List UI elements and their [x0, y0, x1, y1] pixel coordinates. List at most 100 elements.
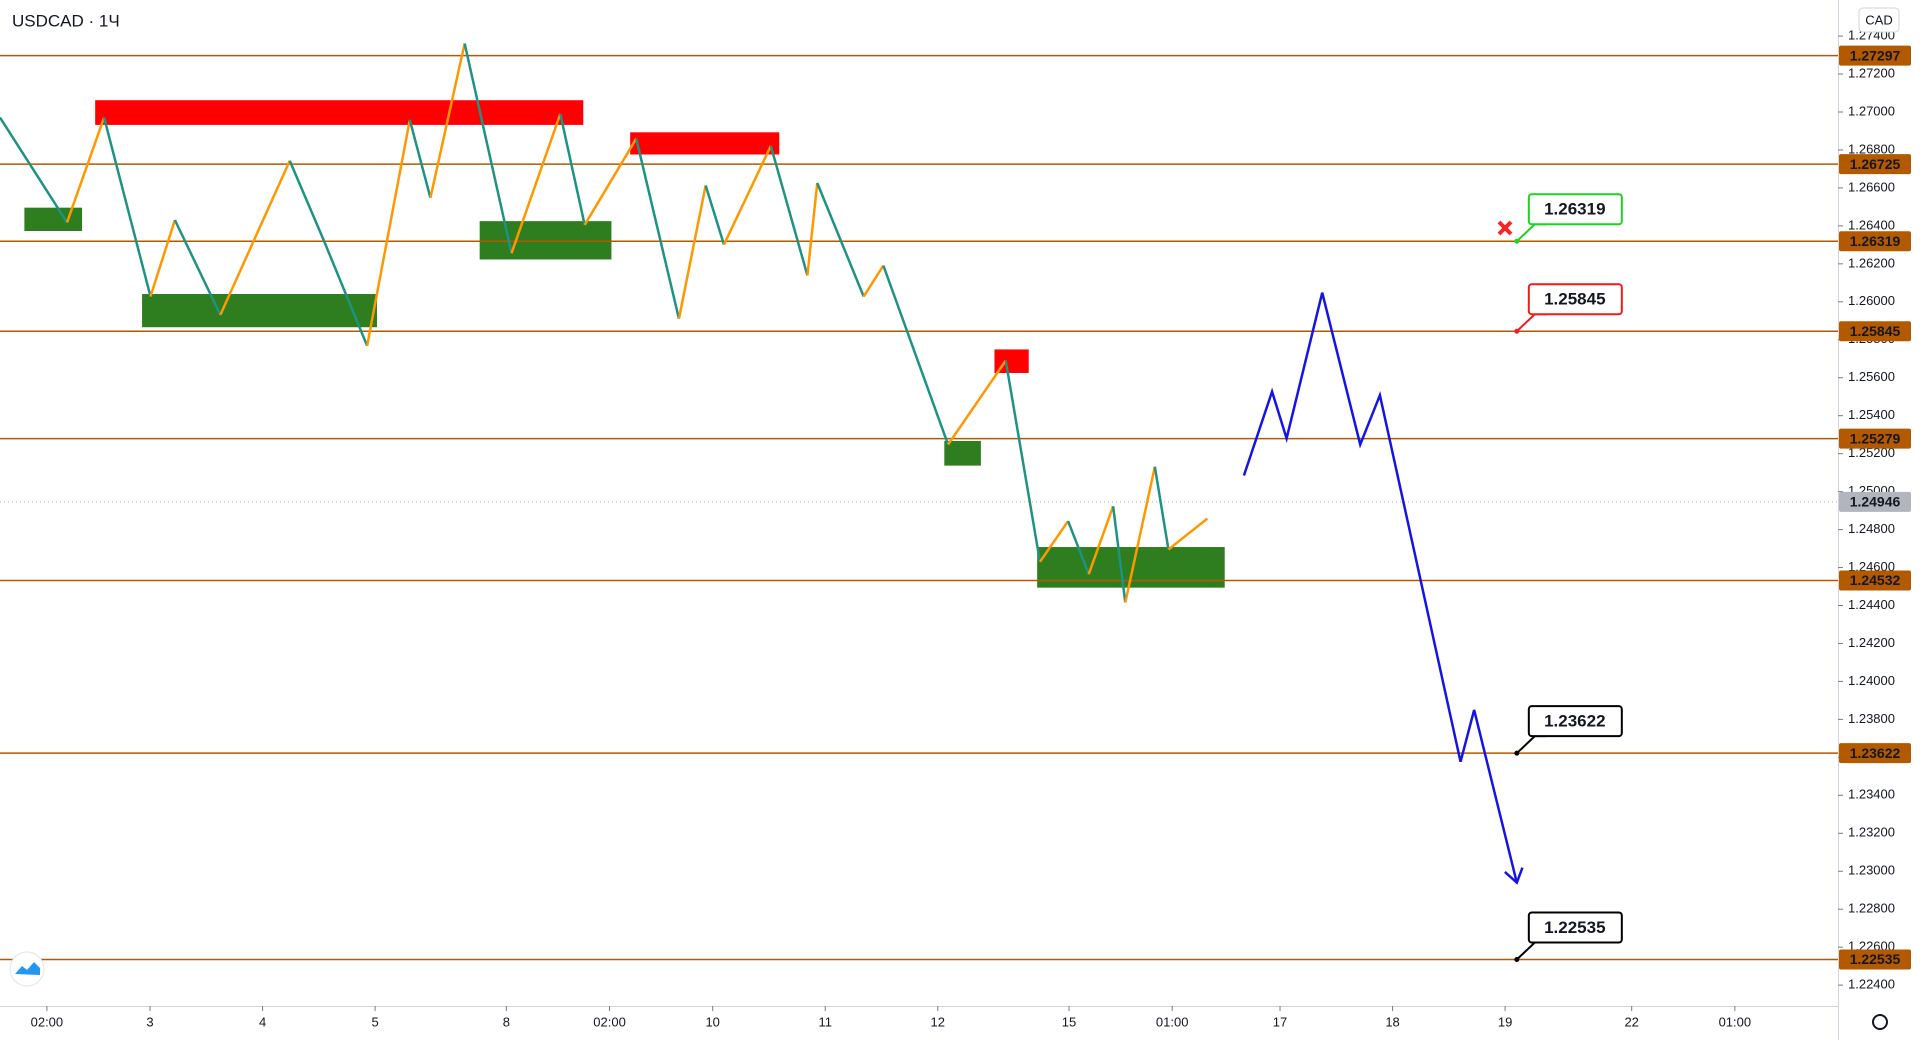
cancel-mark	[1497, 220, 1513, 236]
zigzag-segment	[677, 185, 707, 319]
last-price-label: 1.24946	[1850, 494, 1901, 510]
x-tick-label: 12	[931, 1014, 945, 1029]
zigzag-segment	[65, 117, 106, 223]
zigzag-segment	[149, 219, 177, 297]
level-label: 1.27297	[1850, 47, 1901, 63]
zigzag-segment	[1153, 466, 1170, 550]
zigzag-segment	[288, 160, 326, 242]
zigzag-segment	[1111, 506, 1127, 603]
zigzag-segment	[559, 113, 586, 226]
zigzag-segment	[947, 359, 1007, 446]
annotation-label: 1.22535	[1544, 918, 1605, 937]
zone	[95, 100, 584, 125]
y-tick-label: 1.24800	[1848, 521, 1895, 536]
zigzag-segment	[365, 119, 412, 347]
zigzag-segment	[322, 240, 369, 347]
currency-button[interactable]	[1858, 7, 1900, 33]
level-label: 1.22535	[1850, 951, 1901, 967]
x-tick-label: 02:00	[593, 1014, 626, 1029]
zigzag-segment	[704, 185, 726, 246]
zigzag-segment	[429, 43, 466, 199]
level-label: 1.23622	[1850, 745, 1901, 761]
y-tick-label: 1.22400	[1848, 977, 1895, 992]
zigzag-segment	[510, 113, 562, 254]
y-tick-label: 1.25200	[1848, 445, 1895, 460]
level-badge	[1839, 231, 1911, 252]
zigzag-segment	[882, 265, 950, 445]
y-tick-label: 1.23400	[1848, 787, 1895, 802]
x-tick-label: 3	[146, 1014, 153, 1029]
zigzag-segment	[102, 117, 152, 297]
annotation-label: 1.26319	[1544, 200, 1605, 219]
zigzag-segment	[1066, 520, 1090, 575]
zigzag-segment	[173, 219, 222, 316]
y-tick-label: 1.25600	[1848, 369, 1895, 384]
zone	[994, 349, 1029, 373]
level-badge	[1839, 154, 1911, 175]
annotation-box	[1527, 705, 1623, 738]
x-tick-label: 10	[705, 1014, 719, 1029]
annotation-box	[1527, 193, 1623, 226]
x-tick-label: 02:00	[31, 1014, 64, 1029]
x-tick-label: 22	[1624, 1014, 1638, 1029]
plot-layer: 1.274001.272001.270001.268001.266001.264…	[0, 28, 1911, 1029]
x-tick-label: 01:00	[1156, 1014, 1189, 1029]
settings-icon[interactable]	[1872, 1014, 1888, 1030]
y-tick-label: 1.26600	[1848, 179, 1895, 194]
x-tick-label: 15	[1062, 1014, 1076, 1029]
zone	[479, 221, 612, 260]
y-tick-label: 1.26800	[1848, 141, 1895, 156]
zigzag-segment	[1004, 360, 1042, 563]
currency-label[interactable]: CAD	[1865, 12, 1892, 27]
y-tick-label: 1.23000	[1848, 863, 1895, 878]
level-badge	[1839, 428, 1911, 449]
annotation-label: 1.23622	[1544, 712, 1605, 731]
zone	[24, 207, 83, 232]
zigzag-segment	[769, 145, 809, 276]
zone	[630, 132, 780, 155]
x-tick-label: 8	[503, 1014, 510, 1029]
zigzag-segment	[583, 137, 638, 226]
zigzag-segment	[1124, 466, 1157, 603]
x-tick-label: 18	[1385, 1014, 1399, 1029]
y-tick-label: 1.24600	[1848, 559, 1895, 574]
x-tick-label: 4	[259, 1014, 266, 1029]
x-tick-label: 01:00	[1719, 1014, 1752, 1029]
x-tick-label: 5	[371, 1014, 378, 1029]
level-badge	[1839, 45, 1911, 66]
projection-line	[1242, 292, 1519, 883]
zigzag-segment	[816, 182, 865, 297]
y-tick-label: 1.27200	[1848, 65, 1895, 80]
level-badge	[1839, 570, 1911, 591]
level-label: 1.24532	[1850, 572, 1901, 588]
level-label: 1.25845	[1850, 323, 1901, 339]
level-badge	[1839, 321, 1911, 342]
zigzag-segment	[1087, 505, 1115, 575]
level-badge	[1839, 743, 1911, 764]
level-badge	[1839, 949, 1911, 970]
projection-arrowhead	[1504, 867, 1524, 885]
zigzag-segment	[1038, 520, 1070, 563]
x-tick-label: 11	[818, 1014, 832, 1029]
x-tick-label: 17	[1273, 1014, 1287, 1029]
zigzag-segment	[0, 116, 69, 224]
annotation-box	[1527, 283, 1623, 316]
zigzag-segment	[463, 43, 513, 254]
zone	[142, 294, 377, 328]
zone	[944, 440, 981, 466]
zigzag-segment	[408, 119, 432, 199]
y-tick-label: 1.24000	[1848, 673, 1895, 688]
y-tick-label: 1.26400	[1848, 217, 1895, 232]
y-tick-label: 1.23800	[1848, 711, 1895, 726]
y-tick-label: 1.26200	[1848, 255, 1895, 270]
chart-title: USDCAD · 1Ч	[12, 11, 120, 30]
zigzag-segment	[635, 138, 681, 319]
level-label: 1.26725	[1850, 156, 1901, 172]
zigzag-segment	[219, 160, 291, 316]
zigzag-segment	[722, 145, 772, 246]
annotation-box	[1527, 911, 1623, 944]
level-label: 1.25279	[1850, 430, 1901, 446]
level-label: 1.26319	[1850, 233, 1901, 249]
